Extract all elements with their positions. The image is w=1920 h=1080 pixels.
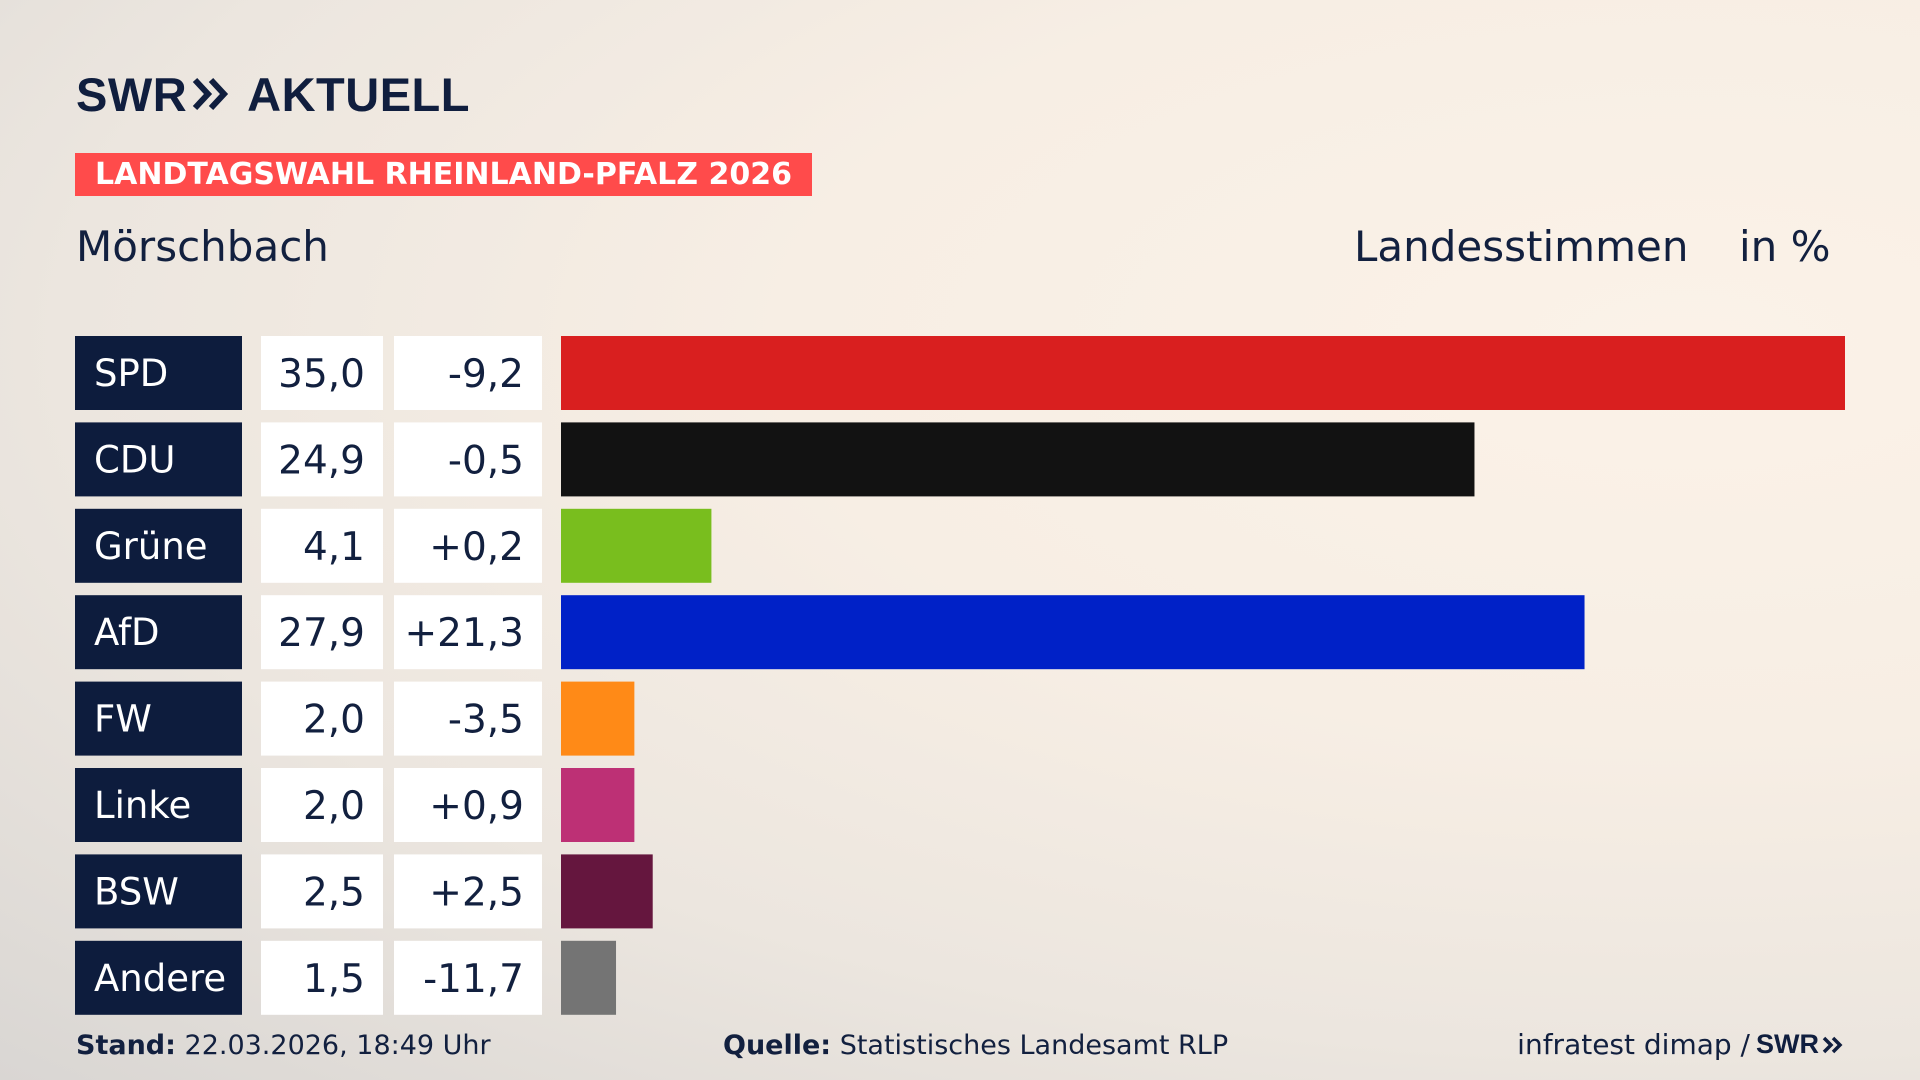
party-label-box-spd [75,336,242,410]
credit-brand: SWR [1756,1029,1819,1059]
party-label-box-cdu [75,422,242,497]
value-label-gr-ne: 4,1 [303,525,365,570]
source-label: Quelle: [723,1030,832,1061]
change-label-afd: +21,3 [404,611,524,656]
party-label-box-fw [75,681,242,756]
change-box-linke [394,768,542,842]
party-label-spd: SPD [94,352,168,395]
credit-text: infratest dimap / [1517,1028,1750,1061]
vote-type-label: Landesstimmen [1354,222,1689,271]
swr-aktuell-logo: SWR AKTUELL [76,66,470,122]
value-box-bsw [261,854,383,929]
footer-source: Quelle: Statistisches Landesamt RLP [723,1030,1228,1061]
party-label-bsw: BSW [94,870,179,913]
change-box-bsw [394,854,542,929]
party-label-box-linke [75,768,242,842]
change-label-bsw: +2,5 [429,870,524,915]
bar-cdu [561,422,1475,497]
brand-suffix: AKTUELL [247,67,470,121]
place-title: Mörschbach [76,222,329,271]
bar-fw [561,681,635,756]
change-label-spd: -9,2 [448,352,524,397]
bar-andere [561,940,617,1015]
bar-spd [561,336,1845,410]
change-box-cdu [394,422,542,497]
unit-label: in % [1739,222,1831,271]
change-label-linke: +0,9 [429,784,524,829]
value-box-gr-ne [261,508,383,583]
source-value: Statistisches Landesamt RLP [839,1030,1229,1061]
bar-linke [561,768,635,842]
value-box-andere [261,940,383,1015]
party-label-linke: Linke [94,784,191,827]
footer-credit: infratest dimap / SWR [1517,1028,1844,1061]
change-box-andere [394,940,542,1015]
change-label-fw: -3,5 [448,698,524,743]
party-label-box-andere [75,940,242,1015]
change-box-spd [394,336,542,410]
value-box-fw [261,681,383,756]
party-label-box-bsw [75,854,242,929]
stand-value: 22.03.2026, 18:49 Uhr [184,1030,491,1061]
party-label-fw: FW [94,698,152,741]
value-box-afd [261,595,383,670]
value-label-spd: 35,0 [278,352,365,397]
party-label-box-gr-ne [75,508,242,583]
footer-stand: Stand: 22.03.2026, 18:49 Uhr [76,1030,491,1061]
bar-bsw [561,854,653,929]
value-box-cdu [261,422,383,497]
bar-afd [561,595,1585,670]
value-label-fw: 2,0 [303,698,365,743]
value-label-cdu: 24,9 [278,438,365,483]
party-label-cdu: CDU [94,438,175,481]
election-banner: LANDTAGSWAHL RHEINLAND-PFALZ 2026 [75,153,812,196]
double-chevron-icon [1822,1036,1843,1053]
change-label-andere: -11,7 [423,957,524,1002]
party-label-gr-ne: Grüne [94,525,208,568]
brand-name: SWR [76,67,188,121]
value-label-bsw: 2,5 [303,870,365,915]
party-label-box-afd [75,595,242,670]
stand-label: Stand: [76,1030,176,1061]
value-label-andere: 1,5 [303,957,365,1002]
swr-mini-logo: SWR [1756,1029,1844,1060]
bar-gr-ne [561,508,712,583]
value-label-linke: 2,0 [303,784,365,829]
double-chevron-icon [192,77,229,111]
change-box-fw [394,681,542,756]
change-label-cdu: -0,5 [448,438,524,483]
party-label-andere: Andere [94,957,226,1000]
change-box-gr-ne [394,508,542,583]
value-label-afd: 27,9 [278,611,365,656]
value-box-linke [261,768,383,842]
party-label-afd: AfD [94,611,160,654]
change-box-afd [394,595,542,670]
value-box-spd [261,336,383,410]
change-label-gr-ne: +0,2 [429,525,524,570]
